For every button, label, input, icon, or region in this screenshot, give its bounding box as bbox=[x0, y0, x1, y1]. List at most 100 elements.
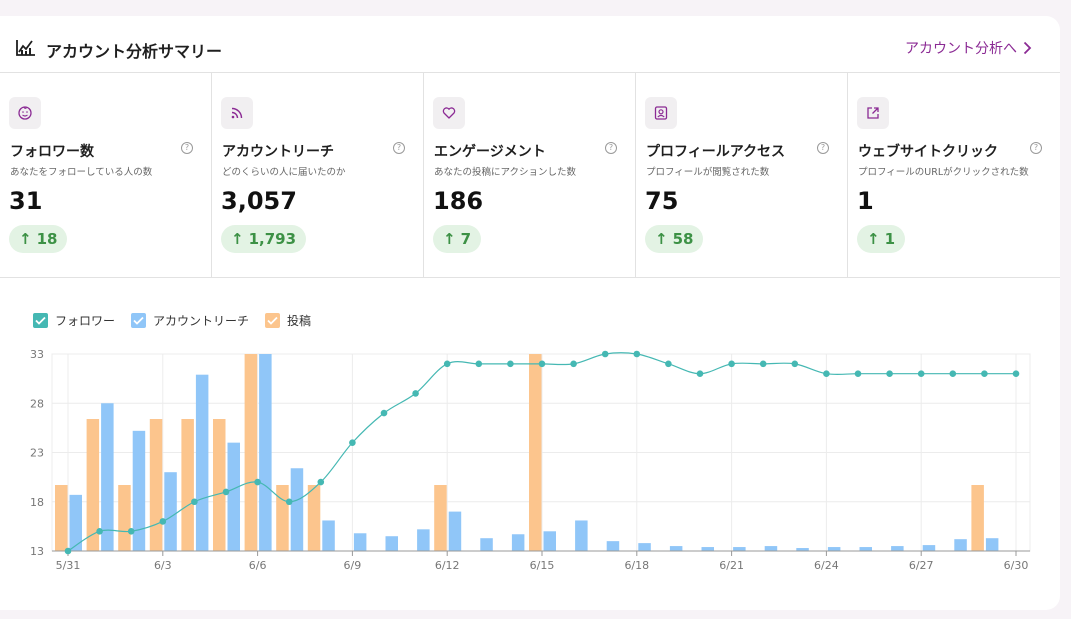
heart-icon bbox=[433, 97, 465, 129]
followers-point bbox=[949, 370, 957, 377]
bar-account-reach bbox=[575, 520, 588, 551]
followers-point bbox=[159, 518, 167, 525]
bar-account-reach bbox=[101, 403, 114, 551]
metric-description: あなたをフォローしている人の数 bbox=[10, 167, 153, 178]
arrow-up-icon: ↑ bbox=[19, 230, 32, 248]
bar-account-reach bbox=[259, 354, 272, 551]
bar-account-reach bbox=[954, 539, 967, 551]
followers-point bbox=[665, 360, 672, 368]
followers-point bbox=[96, 528, 103, 535]
chart-legend: フォロワー アカウントリーチ 投稿 bbox=[33, 312, 311, 329]
followers-point bbox=[412, 390, 419, 397]
bar-account-reach bbox=[322, 520, 335, 551]
bar-posts bbox=[86, 419, 100, 551]
account-analysis-summary-card: アカウント分析サマリー アカウント分析へ フォロワー数 ? あなたをフォローして… bbox=[0, 16, 1060, 610]
external-link-icon bbox=[857, 97, 889, 129]
followers-point bbox=[633, 350, 641, 358]
followers-point bbox=[791, 360, 799, 368]
legend-toggle-posts[interactable]: 投稿 bbox=[265, 312, 311, 329]
legend-toggle-reach[interactable]: アカウントリーチ bbox=[131, 312, 249, 329]
followers-point bbox=[349, 439, 356, 446]
metric-delta-badge: ↑ 1,793 bbox=[221, 225, 307, 253]
bar-account-reach bbox=[922, 545, 936, 551]
followers-point bbox=[728, 360, 735, 368]
arrow-up-icon: ↑ bbox=[655, 230, 668, 248]
bar-account-reach bbox=[385, 536, 398, 551]
chevron-right-icon bbox=[1023, 41, 1032, 55]
legend-toggle-followers[interactable]: フォロワー bbox=[33, 312, 115, 329]
metric-value: 186 bbox=[433, 187, 484, 215]
followers-point bbox=[507, 360, 514, 368]
card-title: アカウント分析サマリー bbox=[46, 42, 223, 61]
bar-account-reach bbox=[827, 547, 841, 551]
bar-account-reach bbox=[606, 541, 620, 551]
bar-account-reach bbox=[227, 442, 240, 551]
bar-posts bbox=[244, 354, 258, 551]
help-icon[interactable]: ? bbox=[393, 142, 405, 154]
bar-account-reach bbox=[733, 547, 746, 551]
metric-label: エンゲージメント bbox=[434, 144, 546, 160]
metric-engagement: エンゲージメント ? あなたの投稿にアクションした数 186 ↑ 7 bbox=[424, 73, 636, 278]
bar-posts bbox=[213, 419, 226, 551]
followers-point bbox=[127, 528, 135, 535]
followers-point bbox=[696, 370, 704, 377]
x-tick-label: 6/3 bbox=[154, 559, 172, 572]
x-tick-label: 6/21 bbox=[719, 559, 744, 572]
bar-posts bbox=[55, 485, 68, 551]
x-tick-label: 6/12 bbox=[435, 559, 460, 572]
legend-label: フォロワー bbox=[55, 314, 116, 328]
metric-website-clicks: ウェブサイトクリック ? プロフィールのURLがクリックされた数 1 ↑ 1 bbox=[848, 73, 1060, 278]
bar-account-reach bbox=[701, 547, 714, 551]
metric-delta-badge: ↑ 7 bbox=[433, 225, 482, 253]
help-icon[interactable]: ? bbox=[1030, 142, 1042, 154]
metrics-row: フォロワー数 ? あなたをフォローしている人の数 31 ↑ 18 アカウントリーチ… bbox=[0, 73, 1060, 278]
help-icon[interactable]: ? bbox=[817, 142, 829, 154]
followers-point bbox=[285, 498, 293, 506]
bar-posts bbox=[971, 485, 984, 551]
bar-account-reach bbox=[164, 472, 177, 551]
bar-account-reach bbox=[669, 546, 683, 551]
metric-label: アカウントリーチ bbox=[222, 144, 334, 160]
bar-account-reach bbox=[859, 547, 872, 551]
arrow-up-icon: ↑ bbox=[867, 230, 880, 248]
followers-point bbox=[475, 360, 483, 368]
followers-point bbox=[823, 370, 830, 377]
checkbox-checked-icon bbox=[33, 313, 48, 328]
bar-posts bbox=[149, 419, 163, 551]
y-tick-label: 13 bbox=[30, 545, 44, 558]
metric-delta-value: 1,793 bbox=[248, 230, 297, 248]
bar-account-reach bbox=[796, 548, 809, 551]
bar-account-reach bbox=[985, 538, 999, 551]
followers-point bbox=[570, 360, 577, 368]
bar-account-reach bbox=[511, 534, 525, 551]
checkbox-checked-icon bbox=[265, 313, 281, 328]
rss-icon bbox=[221, 97, 253, 129]
smile-face-icon bbox=[9, 97, 41, 129]
bar-posts bbox=[118, 485, 131, 551]
metric-description: どのくらいの人に届いたのか bbox=[222, 167, 346, 178]
help-icon[interactable]: ? bbox=[605, 142, 617, 154]
followers-point bbox=[317, 478, 325, 486]
metric-delta-badge: ↑ 1 bbox=[857, 225, 906, 253]
bar-account-reach bbox=[480, 538, 493, 551]
profile-card-icon bbox=[645, 97, 677, 129]
followers-point bbox=[254, 478, 261, 486]
metric-value: 75 bbox=[645, 187, 679, 215]
arrow-up-icon: ↑ bbox=[443, 230, 456, 248]
y-tick-label: 33 bbox=[30, 348, 44, 361]
x-tick-label: 6/18 bbox=[624, 559, 649, 572]
metric-delta-value: 58 bbox=[672, 230, 694, 248]
followers-point bbox=[886, 370, 893, 377]
legend-label: 投稿 bbox=[287, 314, 312, 328]
account-analysis-link[interactable]: アカウント分析へ bbox=[905, 38, 1032, 58]
x-tick-label: 6/15 bbox=[530, 559, 555, 572]
analytics-chart-icon bbox=[16, 40, 35, 56]
metric-delta-value: 1 bbox=[884, 230, 896, 248]
help-icon[interactable]: ? bbox=[181, 142, 193, 154]
metric-delta-value: 18 bbox=[36, 230, 58, 248]
bar-account-reach bbox=[764, 546, 778, 551]
metric-delta-value: 7 bbox=[460, 230, 472, 248]
followers-point bbox=[601, 350, 609, 358]
metric-value: 1 bbox=[857, 187, 874, 215]
followers-point bbox=[443, 360, 451, 368]
